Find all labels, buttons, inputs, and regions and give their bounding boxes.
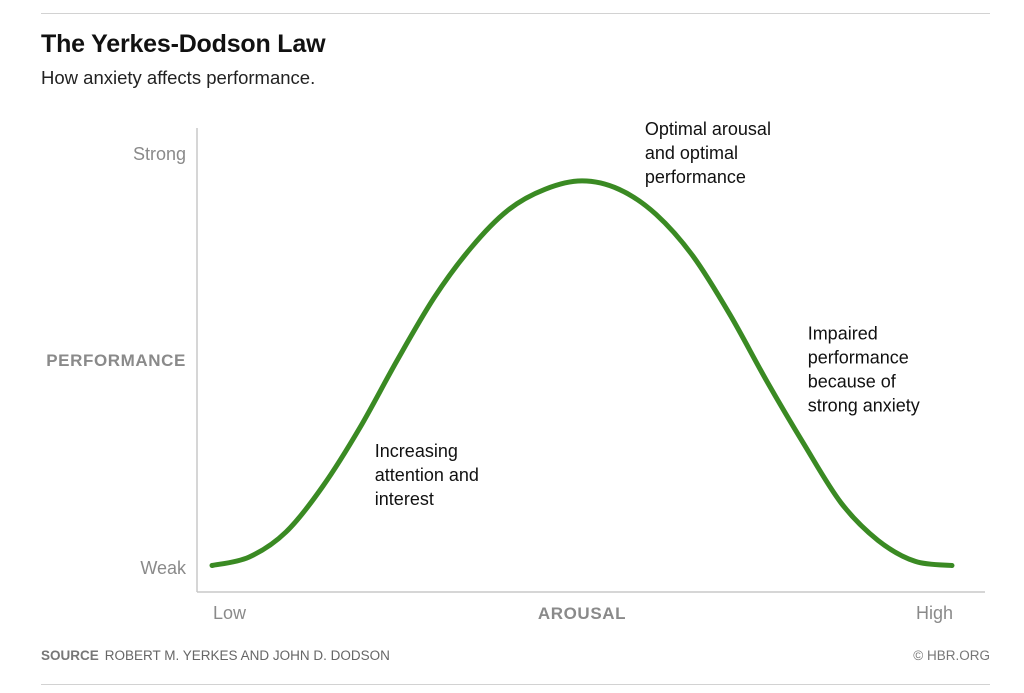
x-tick-label-low: Low [213,603,247,623]
copyright-text: © HBR.ORG [913,648,990,663]
chart-title: The Yerkes-Dodson Law [41,30,326,58]
top-divider [41,13,990,14]
annotation-2-line-1: Optimal arousal [645,119,771,139]
annotation-3-line-2: performance [808,348,909,368]
y-tick-label-strong: Strong [133,144,186,164]
annotation-2: Optimal arousal and optimal performance [645,119,771,187]
performance-curve [209,178,955,568]
chart-subtitle: How anxiety affects performance. [41,67,316,88]
annotation-3: Impaired performance because of strong anxi… [808,324,920,416]
source-text: ROBERT M. YERKES AND JOHN D. DODSON [104,648,390,663]
source-credit: SOURCE ROBERT M. YERKES AND JOHN D. DODSO… [41,648,390,663]
annotation-3-line-1: Impaired [808,324,878,344]
annotation-2-line-3: performance [645,167,746,187]
annotation-3-line-3: because of [808,372,897,392]
x-axis-label: AROUSAL [538,604,626,623]
y-axis-label: PERFORMANCE [46,351,186,370]
bottom-divider [41,684,990,685]
y-tick-label-weak: Weak [140,558,187,578]
annotation-1-line-3: interest [375,489,434,509]
annotation-1-line-2: attention and [375,465,479,485]
annotation-1: Increasing attention and interest [375,441,479,509]
annotation-3-line-4: strong anxiety [808,396,920,416]
annotation-2-line-2: and optimal [645,143,738,163]
annotation-1-line-1: Increasing [375,441,458,461]
x-tick-label-high: High [916,603,953,623]
source-label: SOURCE [41,648,99,663]
